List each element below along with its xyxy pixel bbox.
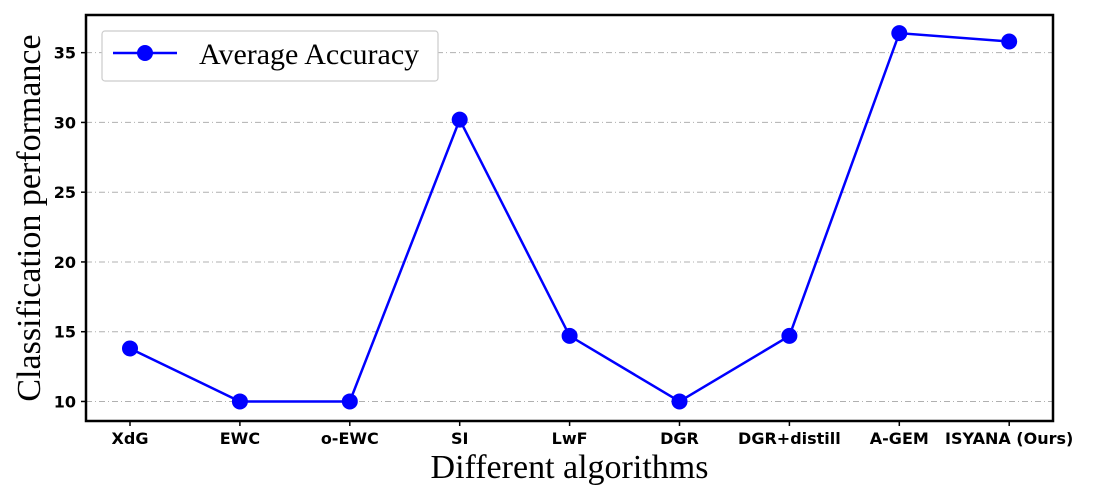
- data-point: [781, 327, 798, 344]
- data-point: [1001, 33, 1018, 50]
- y-axis-ticks: 10 15 20 25 30 35: [54, 44, 86, 411]
- x-tick-label: ISYANA (Ours): [945, 429, 1073, 448]
- grid-lines: [86, 52, 1053, 402]
- x-tick-label: o-EWC: [321, 429, 379, 448]
- series-line: [129, 31, 1010, 403]
- data-point: [671, 393, 688, 410]
- x-tick-label: DGR: [660, 429, 699, 448]
- legend-label: Average Accuracy: [199, 38, 419, 71]
- y-axis-title: Classification performance: [11, 34, 48, 401]
- y-tick-label: 30: [54, 113, 76, 132]
- data-point: [561, 327, 578, 344]
- data-point: [341, 393, 358, 410]
- series-layer: [122, 25, 1018, 410]
- x-tick-label: SI: [451, 429, 468, 448]
- y-tick-label: 25: [54, 183, 76, 202]
- x-tick-label: DGR+distill: [738, 429, 841, 448]
- y-tick-label: 35: [54, 44, 76, 63]
- x-tick-label: A-GEM: [870, 429, 929, 448]
- data-point: [231, 393, 248, 410]
- legend: Average Accuracy: [101, 30, 439, 82]
- data-point: [891, 25, 908, 42]
- x-axis-title: Different algorithms: [431, 449, 709, 486]
- legend-box: [101, 30, 439, 82]
- x-tick-label: XdG: [112, 429, 149, 448]
- legend-marker: [137, 45, 153, 61]
- data-point: [122, 340, 138, 357]
- y-tick-label: 20: [54, 253, 76, 272]
- x-tick-label: LwF: [552, 429, 588, 448]
- x-tick-label: EWC: [220, 429, 260, 448]
- y-tick-label: 15: [54, 323, 76, 342]
- x-axis-ticks: XdG EWC o-EWC SI LwF DGR DGR+distill A-GEM ISYAN…: [112, 421, 1073, 448]
- data-point: [451, 111, 468, 128]
- y-tick-label: 10: [54, 392, 76, 411]
